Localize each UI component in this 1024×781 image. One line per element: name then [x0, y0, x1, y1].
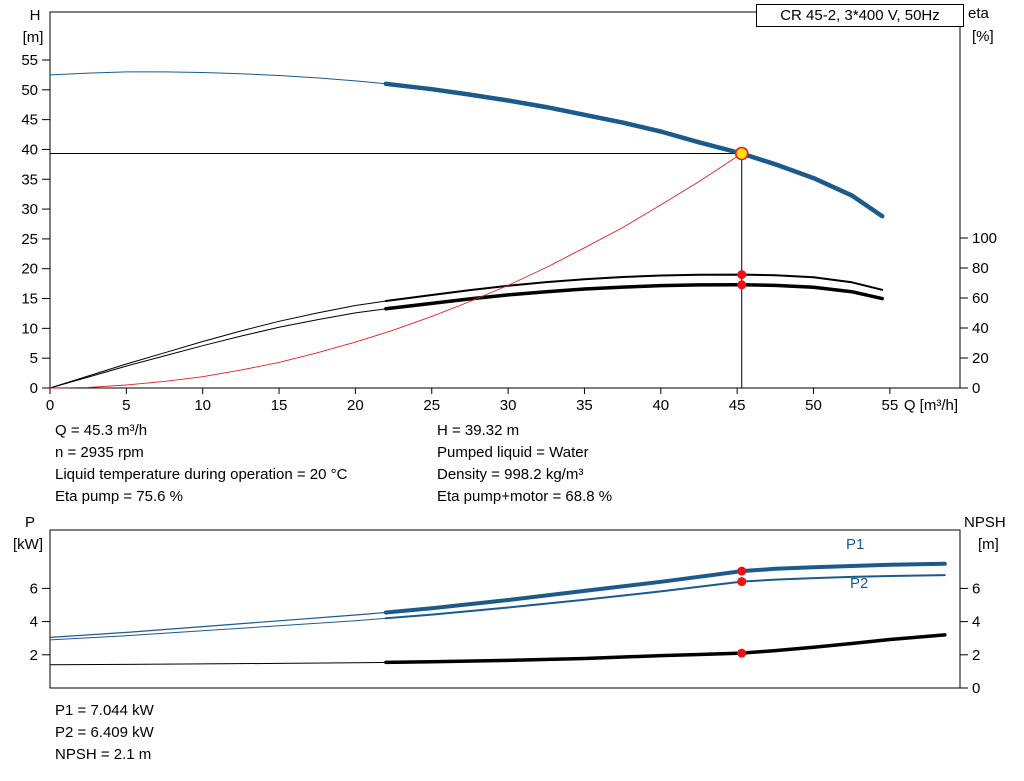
annotation-density: Density = 998.2 kg/m³ — [437, 466, 584, 483]
y-left-axis-unit: [m] — [23, 29, 44, 46]
P2-curve-thin — [49, 617, 386, 641]
y-right-tick-label: 2 — [972, 647, 980, 664]
y-right-tick-label: 40 — [972, 320, 989, 337]
x-tick-label: 20 — [347, 397, 364, 414]
y-left-tick-label: 10 — [21, 320, 38, 337]
NPSH-curve-thin — [49, 661, 386, 666]
y-left-tick-label: 20 — [21, 261, 38, 278]
eta-pump-motor-curve-thin — [49, 308, 386, 389]
NPSH-duty-dot — [737, 648, 747, 658]
y-left-tick-label: 45 — [21, 112, 38, 129]
duty-point-marker — [734, 146, 749, 161]
y-left-tick-label: 2 — [30, 647, 38, 664]
annotation-p1: P1 = 7.044 kW — [55, 702, 154, 719]
eta-pump-curve-thin — [49, 300, 386, 389]
chart-title-box: CR 45-2, 3*400 V, 50Hz — [756, 4, 964, 27]
x-tick-label: 35 — [576, 397, 593, 414]
y-left-tick-label: 25 — [21, 231, 38, 248]
P1-curve-label: P1 — [846, 536, 864, 553]
annotation-npsh: NPSH = 2.1 m — [55, 746, 152, 763]
y-right-tick-label: 80 — [972, 260, 989, 277]
P2-duty-dot — [737, 577, 747, 587]
x-tick-label: 55 — [882, 397, 899, 414]
y-right-axis-unit: [%] — [972, 28, 994, 45]
y-left-tick-label: 40 — [21, 141, 38, 158]
plot-frame — [49, 529, 961, 689]
y-left-axis-name: H — [30, 7, 41, 24]
y-right-tick-label: 0 — [972, 380, 980, 397]
y-left-tick-label: 0 — [30, 380, 38, 397]
y-left-tick-label: 30 — [21, 201, 38, 218]
P1-duty-dot — [737, 566, 747, 576]
x-tick-label: 15 — [271, 397, 288, 414]
power-npsh-results: P1 = 7.044 kW P2 = 6.409 kW NPSH = 2.1 m — [55, 700, 154, 766]
x-tick-label: 30 — [500, 397, 517, 414]
x-tick-label: 25 — [423, 397, 440, 414]
x-tick-label: 40 — [652, 397, 669, 414]
y-left-tick-label: 4 — [30, 614, 38, 631]
x-tick-label: 0 — [46, 397, 54, 414]
P1-curve-thin — [49, 611, 386, 638]
y-right-axis-name: eta — [968, 5, 990, 22]
eta-pump-motor-duty-dot — [737, 280, 747, 290]
NPSH-curve — [384, 633, 947, 665]
head-curve-thin — [49, 71, 386, 85]
y-left-tick-label: 55 — [21, 52, 38, 69]
y-left-tick-label: 35 — [21, 171, 38, 188]
annotation-liquid-temperature: Liquid temperature during operation = 20… — [55, 466, 348, 483]
y-right-axis-name: NPSH — [964, 514, 1006, 531]
annotation-eta-pump: Eta pump = 75.6 % — [55, 488, 183, 505]
y-right-tick-label: 20 — [972, 350, 989, 367]
P2-curve-label: P2 — [850, 575, 868, 592]
eta-pump-curve — [384, 273, 884, 302]
system-curve-curve — [49, 153, 742, 389]
x-tick-label: 50 — [805, 397, 822, 414]
annotation-pumped-liquid: Pumped liquid = Water — [437, 444, 589, 461]
y-right-axis-unit: [m] — [978, 536, 999, 553]
y-left-axis-name: P — [25, 514, 35, 531]
y-right-tick-label: 4 — [972, 614, 980, 631]
P2-curve — [384, 574, 946, 620]
y-left-tick-label: 5 — [30, 350, 38, 367]
x-tick-label: 10 — [194, 397, 211, 414]
x-axis-title: Q [m³/h] — [904, 397, 958, 414]
eta-pump-duty-dot — [737, 270, 747, 280]
annotation-speed: n = 2935 rpm — [55, 444, 144, 461]
y-left-axis-unit: [kW] — [13, 536, 43, 553]
P1-curve — [383, 561, 947, 615]
annotation-eta-pump-motor: Eta pump+motor = 68.8 % — [437, 488, 613, 505]
y-left-tick-label: 15 — [21, 291, 38, 308]
y-right-tick-label: 100 — [972, 230, 997, 247]
annotation-head: H = 39.32 m — [437, 422, 520, 439]
eta-pump-motor-curve — [384, 283, 884, 311]
duty-data-right-column: H = 39.32 m Pumped liquid = Water Densit… — [437, 420, 612, 508]
y-right-tick-label: 60 — [972, 290, 989, 307]
x-tick-label: 5 — [122, 397, 130, 414]
y-left-tick-label: 50 — [21, 82, 38, 99]
head-curve — [383, 81, 885, 219]
annotation-p2: P2 = 6.409 kW — [55, 724, 154, 741]
y-right-tick-label: 6 — [972, 580, 980, 597]
y-right-tick-label: 0 — [972, 680, 980, 697]
duty-data-left-column: Q = 45.3 m³/h n = 2935 rpm Liquid temper… — [55, 420, 347, 508]
annotation-flow: Q = 45.3 m³/h — [55, 422, 148, 439]
y-left-tick-label: 6 — [30, 580, 38, 597]
pump-model-label: CR 45-2, 3*400 V, 50Hz — [780, 7, 940, 24]
x-tick-label: 45 — [729, 397, 746, 414]
plot-frame — [49, 11, 961, 389]
